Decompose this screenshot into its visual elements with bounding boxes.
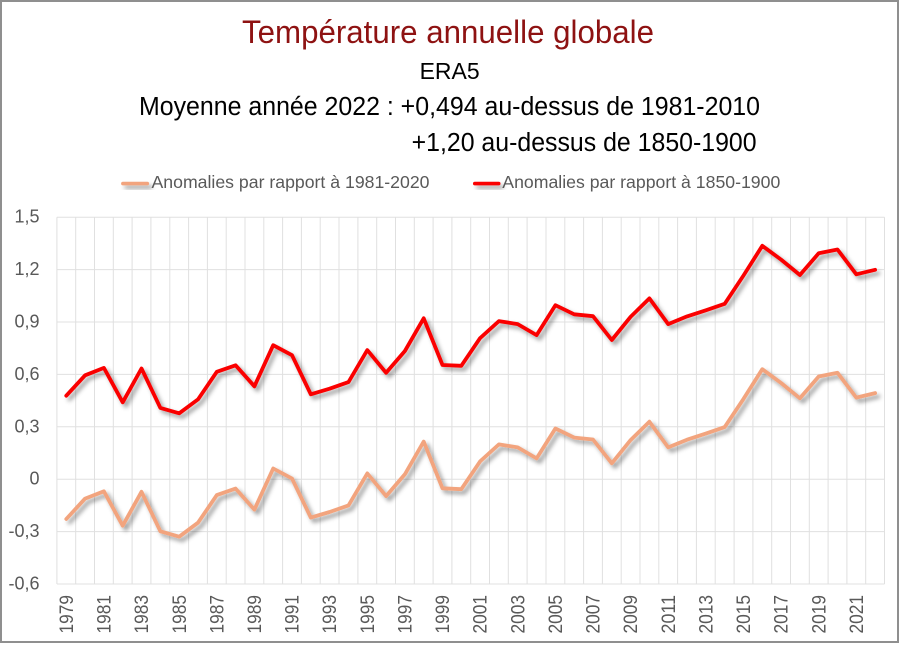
svg-text:2007: 2007 bbox=[584, 595, 605, 634]
svg-text:1989: 1989 bbox=[245, 595, 266, 634]
svg-text:1983: 1983 bbox=[132, 595, 153, 634]
svg-text:1,2: 1,2 bbox=[14, 259, 39, 279]
svg-text:Moyenne année 2022 : +0,494 au: Moyenne année 2022 : +0,494 au-dessus de… bbox=[139, 93, 760, 121]
svg-text:2009: 2009 bbox=[621, 595, 642, 634]
svg-text:1985: 1985 bbox=[170, 595, 191, 634]
svg-text:0: 0 bbox=[29, 469, 39, 489]
svg-text:1999: 1999 bbox=[433, 595, 454, 634]
svg-text:2015: 2015 bbox=[734, 595, 755, 634]
svg-text:1979: 1979 bbox=[57, 595, 78, 634]
svg-text:0,9: 0,9 bbox=[14, 312, 39, 332]
svg-text:2019: 2019 bbox=[809, 595, 830, 634]
svg-text:2005: 2005 bbox=[546, 595, 567, 634]
svg-text:1995: 1995 bbox=[358, 595, 379, 634]
svg-text:Anomalies par rapport à 1850-1: Anomalies par rapport à 1850-1900 bbox=[502, 172, 780, 192]
svg-text:2013: 2013 bbox=[696, 595, 717, 634]
svg-text:-0,3: -0,3 bbox=[8, 521, 39, 541]
svg-text:1997: 1997 bbox=[396, 595, 417, 634]
svg-text:0,3: 0,3 bbox=[14, 416, 39, 436]
svg-text:1993: 1993 bbox=[320, 595, 341, 634]
svg-text:1991: 1991 bbox=[283, 595, 304, 634]
svg-text:2003: 2003 bbox=[508, 595, 529, 634]
svg-text:Anomalies par rapport à 1981-2: Anomalies par rapport à 1981-2020 bbox=[152, 172, 430, 192]
svg-text:-0,6: -0,6 bbox=[8, 574, 39, 594]
svg-text:ERA5: ERA5 bbox=[420, 58, 480, 84]
svg-text:1987: 1987 bbox=[207, 595, 228, 634]
svg-text:1,5: 1,5 bbox=[14, 207, 39, 227]
svg-text:+1,20 au-dessus de 1850-1900: +1,20 au-dessus de 1850-1900 bbox=[412, 129, 757, 157]
svg-text:0,6: 0,6 bbox=[14, 364, 39, 384]
svg-text:2011: 2011 bbox=[659, 595, 680, 634]
svg-text:1981: 1981 bbox=[95, 595, 116, 634]
svg-text:2001: 2001 bbox=[471, 595, 492, 634]
svg-text:Température annuelle globale: Température annuelle globale bbox=[242, 14, 654, 50]
svg-text:2021: 2021 bbox=[847, 595, 868, 634]
svg-text:2017: 2017 bbox=[772, 595, 793, 634]
